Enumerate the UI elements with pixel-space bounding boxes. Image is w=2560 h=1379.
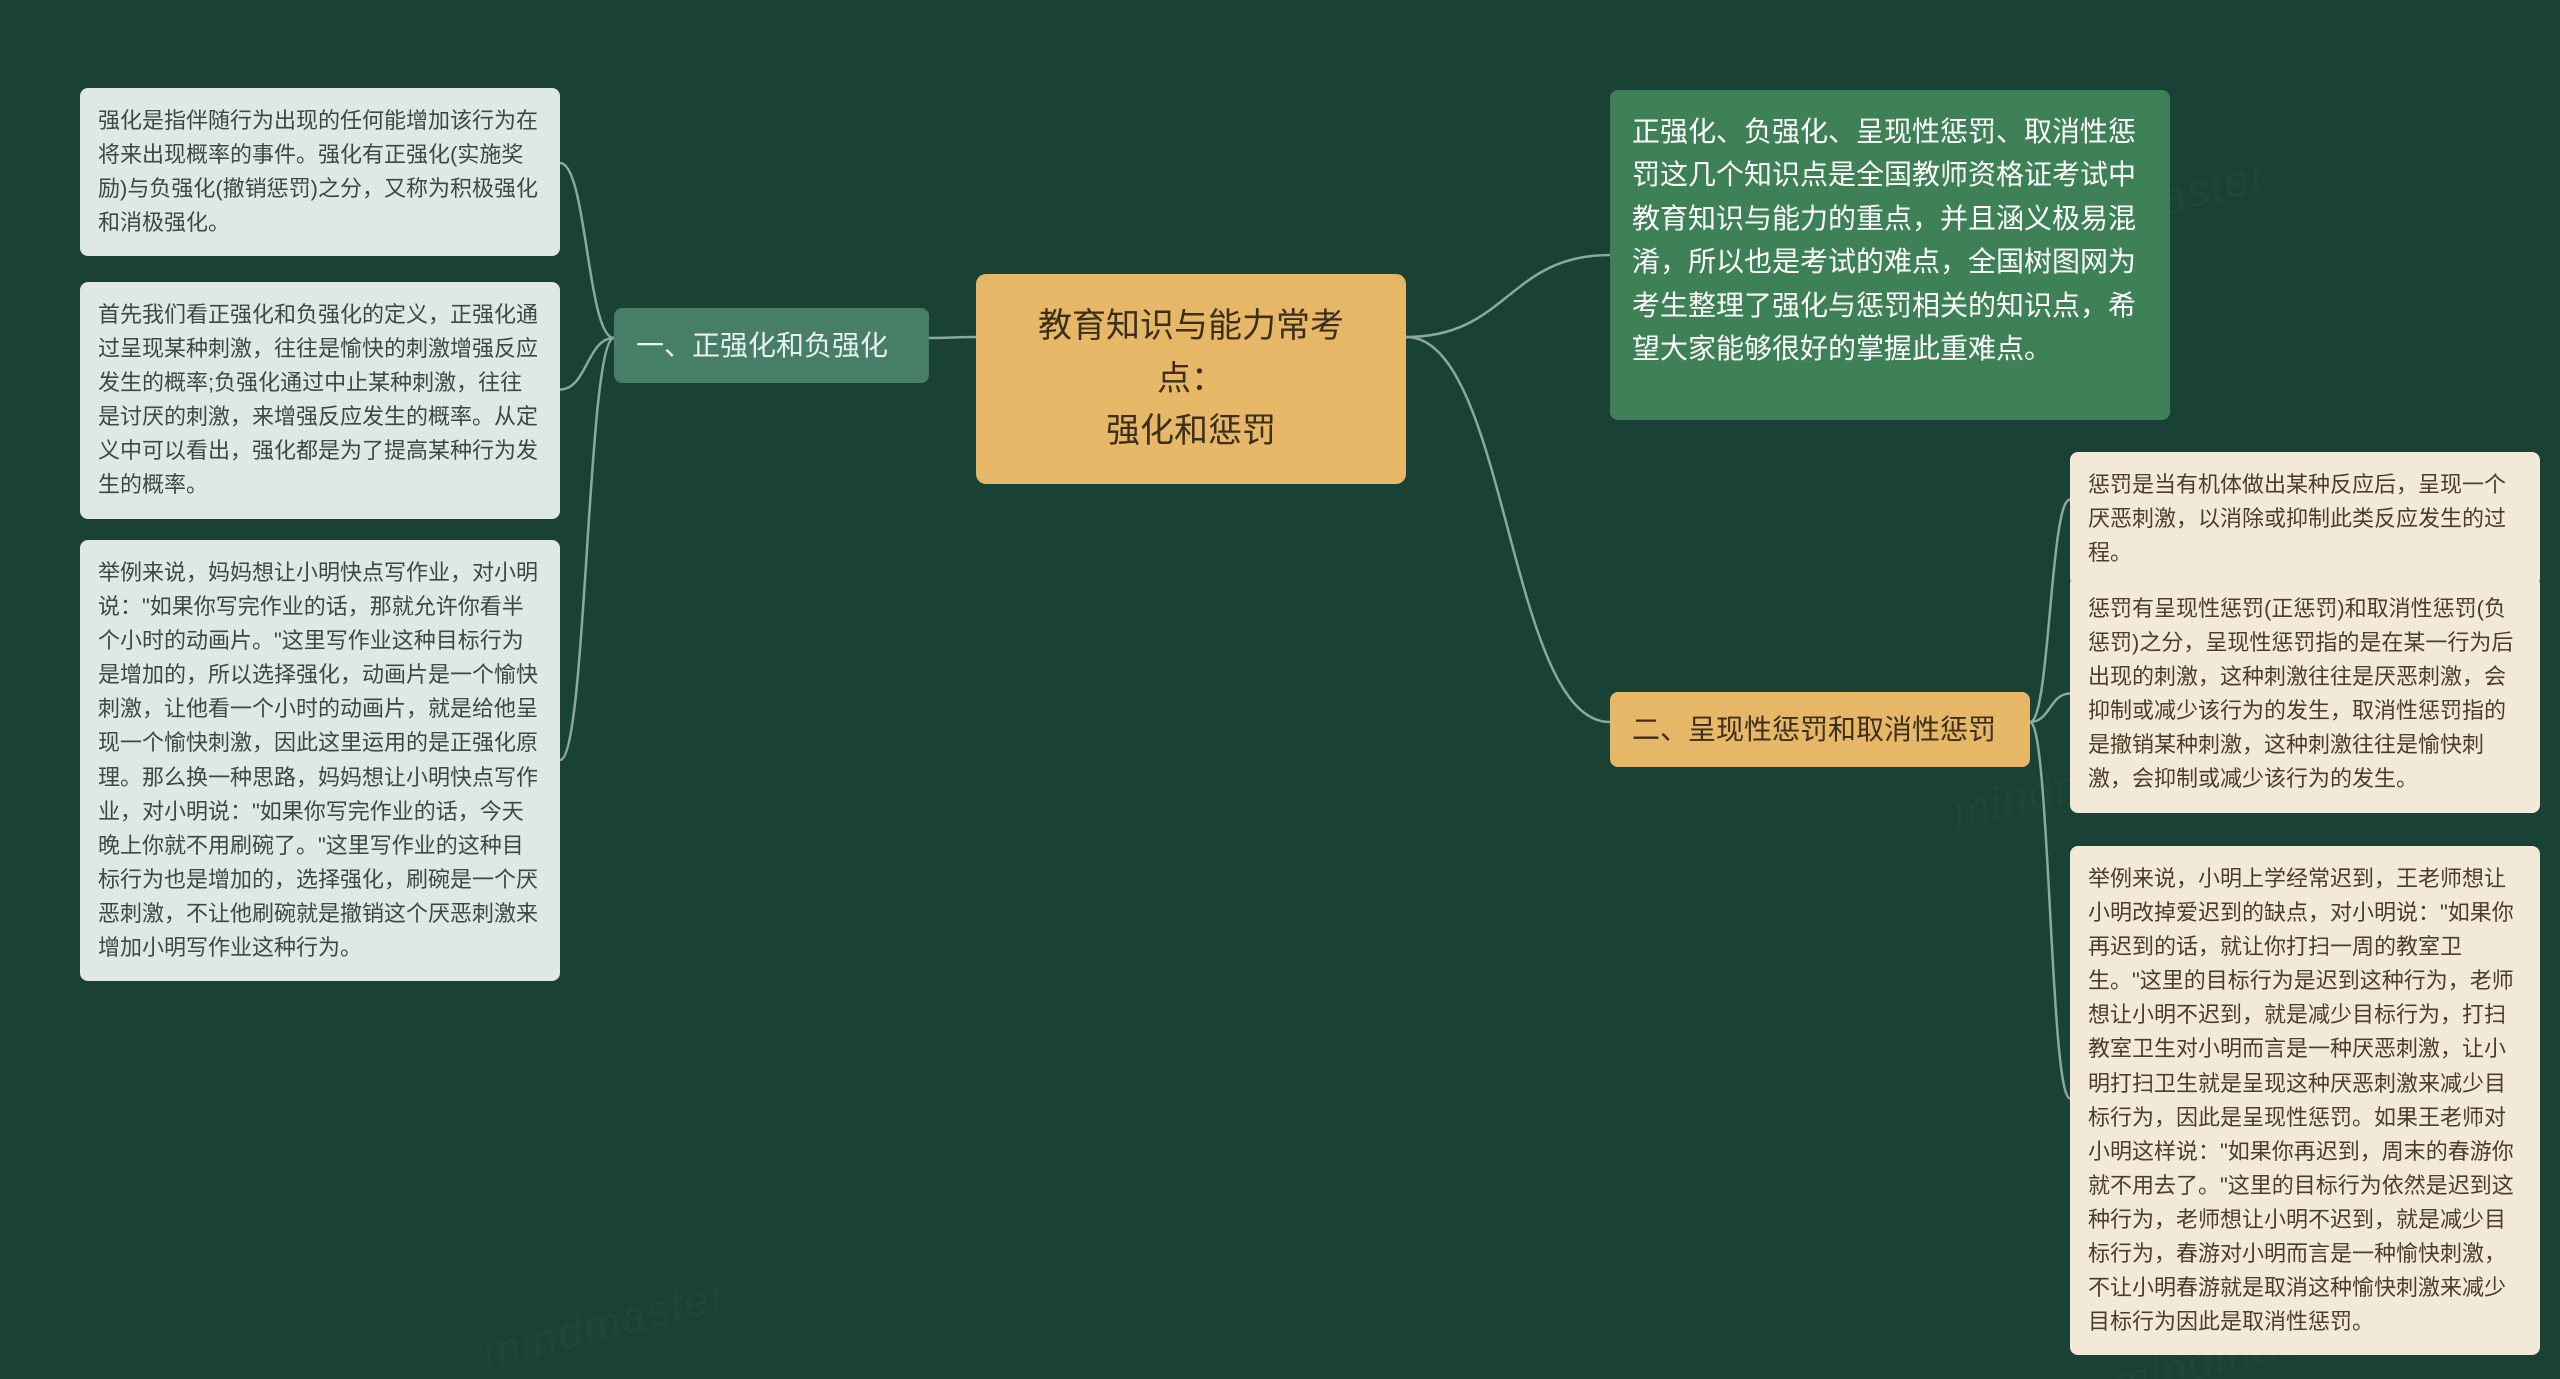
watermark: mindmaster xyxy=(478,1271,733,1379)
right-leaf-1-label: 惩罚有呈现性惩罚(正惩罚)和取消性惩罚(负惩罚)之分，呈现性惩罚指的是在某一行为… xyxy=(2088,596,2513,791)
right-leaf-2-label: 举例来说，小明上学经常迟到，王老师想让小明改掉爱迟到的缺点，对小明说："如果你再… xyxy=(2088,866,2514,1334)
right-leaf-0-label: 惩罚是当有机体做出某种反应后，呈现一个厌恶刺激，以消除或抑制此类反应发生的过程。 xyxy=(2088,472,2506,565)
left-leaf-1[interactable]: 首先我们看正强化和负强化的定义，正强化通过呈现某种刺激，往往是愉快的刺激增强反应… xyxy=(80,282,560,519)
right-leaf-0[interactable]: 惩罚是当有机体做出某种反应后，呈现一个厌恶刺激，以消除或抑制此类反应发生的过程。 xyxy=(2070,452,2540,586)
intro-node-label: 正强化、负强化、呈现性惩罚、取消性惩罚这几个知识点是全国教师资格证考试中教育知识… xyxy=(1632,116,2136,364)
center-node-label: 教育知识与能力常考点： 强化和惩罚 xyxy=(1038,307,1344,450)
intro-node[interactable]: 正强化、负强化、呈现性惩罚、取消性惩罚这几个知识点是全国教师资格证考试中教育知识… xyxy=(1610,90,2170,420)
left-leaf-0-label: 强化是指伴随行为出现的任何能增加该行为在将来出现概率的事件。强化有正强化(实施奖… xyxy=(98,108,538,235)
left-leaf-1-label: 首先我们看正强化和负强化的定义，正强化通过呈现某种刺激，往往是愉快的刺激增强反应… xyxy=(98,302,538,497)
left-branch-node-label: 一、正强化和负强化 xyxy=(636,330,888,361)
left-leaf-0[interactable]: 强化是指伴随行为出现的任何能增加该行为在将来出现概率的事件。强化有正强化(实施奖… xyxy=(80,88,560,256)
left-branch-node[interactable]: 一、正强化和负强化 xyxy=(614,308,929,383)
center-node[interactable]: 教育知识与能力常考点： 强化和惩罚 xyxy=(976,274,1406,484)
right-branch-node[interactable]: 二、呈现性惩罚和取消性惩罚 xyxy=(1610,692,2030,767)
mindmap-canvas: mindmastermindmastermindmastermindmaster… xyxy=(0,0,2560,1379)
left-leaf-2-label: 举例来说，妈妈想让小明快点写作业，对小明说："如果你写完作业的话，那就允许你看半… xyxy=(98,560,538,960)
left-leaf-2[interactable]: 举例来说，妈妈想让小明快点写作业，对小明说："如果你写完作业的话，那就允许你看半… xyxy=(80,540,560,981)
right-branch-node-label: 二、呈现性惩罚和取消性惩罚 xyxy=(1632,714,1996,745)
right-leaf-1[interactable]: 惩罚有呈现性惩罚(正惩罚)和取消性惩罚(负惩罚)之分，呈现性惩罚指的是在某一行为… xyxy=(2070,576,2540,813)
right-leaf-2[interactable]: 举例来说，小明上学经常迟到，王老师想让小明改掉爱迟到的缺点，对小明说："如果你再… xyxy=(2070,846,2540,1355)
